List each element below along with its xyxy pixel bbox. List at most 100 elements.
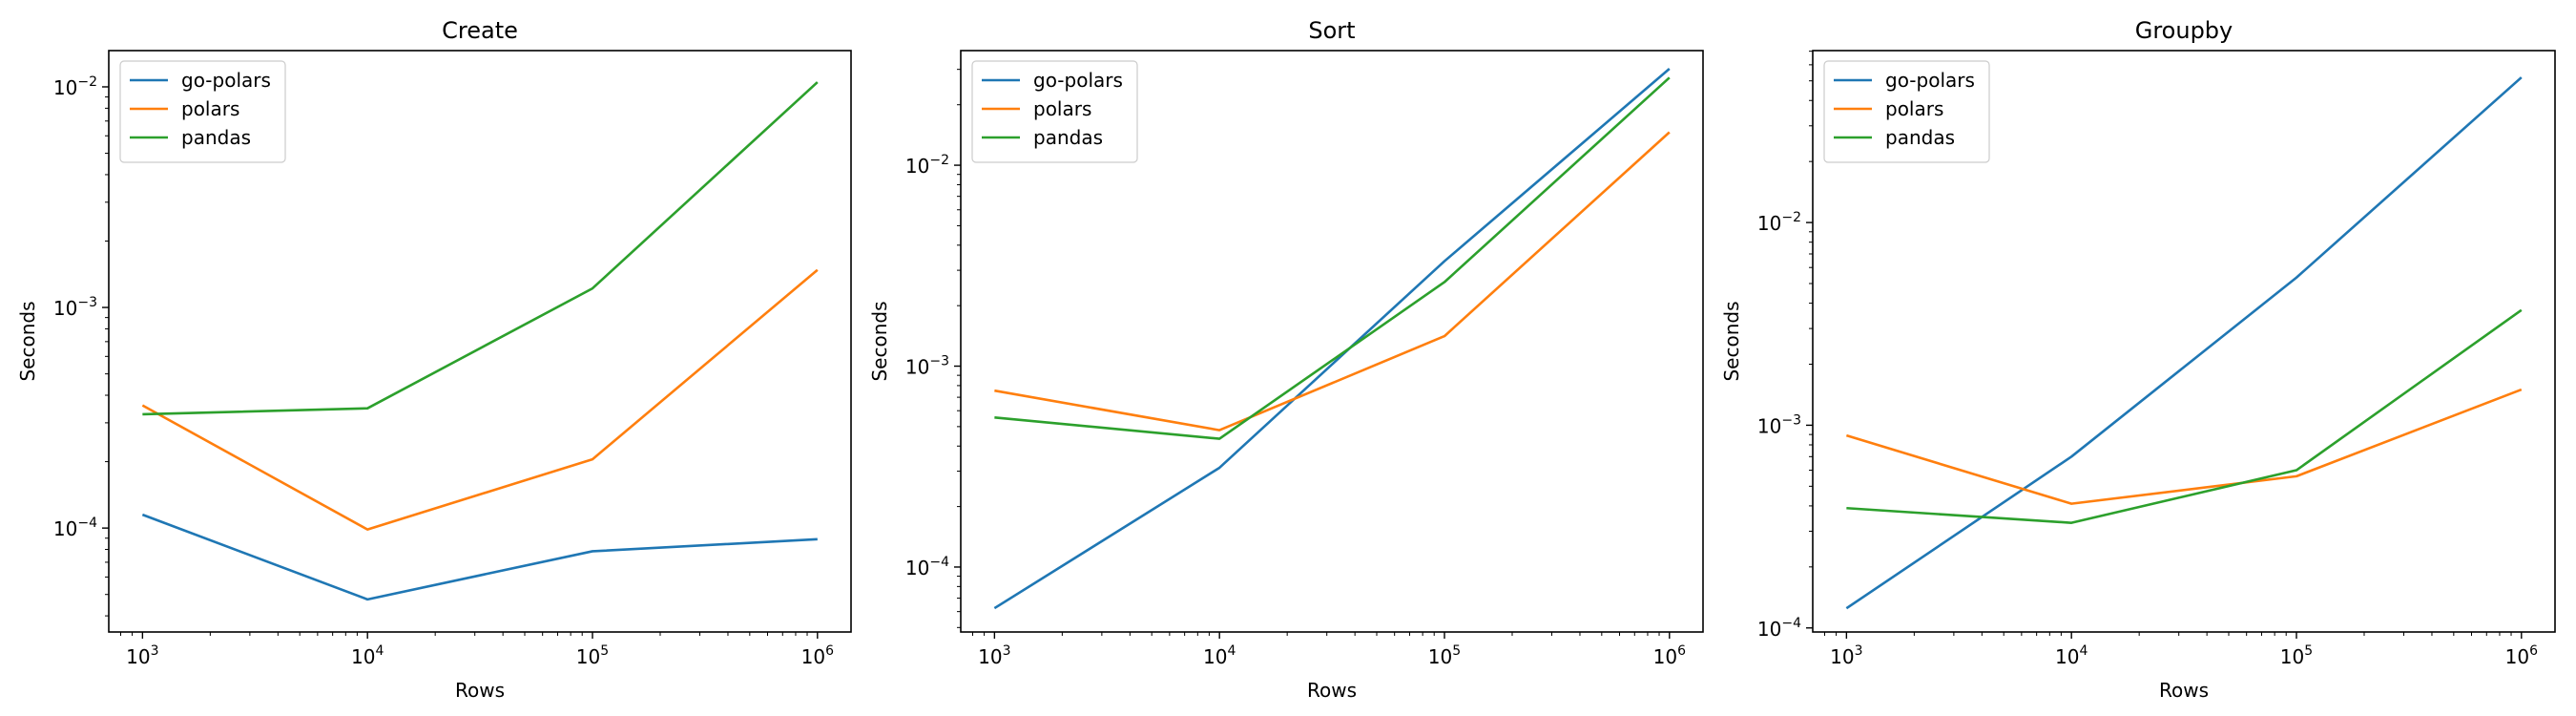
sort-series-pandas bbox=[994, 76, 1671, 440]
groupby-legend-label-pandas: pandas bbox=[1885, 126, 1955, 149]
tick-base: 10 bbox=[53, 517, 77, 540]
tick-base: 10 bbox=[1428, 645, 1452, 668]
create-series-polars bbox=[141, 268, 819, 531]
groupby-x-tick-label: 104 bbox=[2055, 643, 2088, 668]
groupby-y-axis-label: Seconds bbox=[1720, 301, 1743, 381]
tick-base: 10 bbox=[905, 356, 929, 379]
tick-exponent: −2 bbox=[77, 74, 97, 90]
groupby-y-tick-label: 10−2 bbox=[1757, 210, 1801, 235]
groupby-y-tick-label: 10−4 bbox=[1757, 616, 1801, 641]
tick-exponent: 3 bbox=[1003, 643, 1011, 659]
sort-legend-label-go-polars: go-polars bbox=[1033, 69, 1123, 92]
tick-exponent: 4 bbox=[375, 643, 384, 659]
tick-exponent: 6 bbox=[825, 643, 834, 659]
groupby-legend: go-polars polars pandas bbox=[1823, 60, 1990, 163]
tick-base: 10 bbox=[905, 155, 929, 178]
sort-plot-frame bbox=[960, 50, 1704, 633]
tick-base: 10 bbox=[1757, 414, 1781, 437]
tick-exponent: 4 bbox=[1227, 643, 1236, 659]
create-legend-label-pandas: pandas bbox=[181, 126, 251, 149]
sort-title: Sort bbox=[1308, 17, 1355, 44]
tick-base: 10 bbox=[53, 76, 77, 99]
create-x-tick-label: 106 bbox=[801, 643, 834, 668]
sort-x-axis-label: Rows bbox=[1307, 679, 1357, 702]
create-series-pandas bbox=[142, 81, 819, 416]
create-y-axis-label: Seconds bbox=[16, 301, 39, 381]
sort-series-polars bbox=[994, 131, 1671, 432]
create-series-go-polars bbox=[141, 513, 818, 601]
groupby-plot-frame bbox=[1812, 50, 2556, 633]
tick-exponent: −2 bbox=[929, 153, 949, 168]
sort-x-tick-label: 103 bbox=[978, 643, 1010, 668]
sort-x-tick-label: 106 bbox=[1653, 643, 1686, 668]
create-legend-label-polars: polars bbox=[181, 97, 239, 120]
groupby-x-tick-label: 106 bbox=[2505, 643, 2538, 668]
groupby-legend-label-polars: polars bbox=[1885, 97, 1943, 120]
groupby-legend-label-go-polars: go-polars bbox=[1885, 69, 1975, 92]
tick-base: 10 bbox=[576, 645, 600, 668]
sort-legend-label-pandas: pandas bbox=[1033, 126, 1103, 149]
groupby-x-tick-label: 105 bbox=[2280, 643, 2313, 668]
tick-exponent: −4 bbox=[1781, 616, 1801, 631]
create-x-tick-label: 103 bbox=[126, 643, 158, 668]
create-x-tick-label: 105 bbox=[576, 643, 609, 668]
groupby-series-pandas bbox=[1846, 308, 2523, 524]
tick-exponent: −2 bbox=[1781, 210, 1801, 225]
tick-exponent: 5 bbox=[1452, 643, 1461, 659]
tick-base: 10 bbox=[801, 645, 825, 668]
create-title: Create bbox=[442, 17, 518, 44]
groupby-series-polars bbox=[1845, 388, 2523, 505]
groupby-x-tick-label: 103 bbox=[1830, 643, 1862, 668]
sort-y-tick-label: 10−3 bbox=[905, 354, 949, 379]
tick-base: 10 bbox=[2505, 645, 2529, 668]
sort-y-axis-label: Seconds bbox=[868, 301, 891, 381]
tick-exponent: −4 bbox=[77, 516, 97, 531]
tick-base: 10 bbox=[2280, 645, 2304, 668]
groupby-y-tick-label: 10−3 bbox=[1757, 412, 1801, 437]
create-x-axis-label: Rows bbox=[455, 679, 505, 702]
tick-base: 10 bbox=[126, 645, 150, 668]
tick-exponent: 3 bbox=[1855, 643, 1863, 659]
tick-exponent: 3 bbox=[151, 643, 159, 659]
create-legend-label-go-polars: go-polars bbox=[181, 69, 271, 92]
sort-x-tick-label: 104 bbox=[1203, 643, 1236, 668]
groupby-title: Groupby bbox=[2135, 17, 2233, 44]
groupby-x-axis-label: Rows bbox=[2159, 679, 2209, 702]
tick-exponent: 5 bbox=[2304, 643, 2313, 659]
sort-series-go-polars bbox=[993, 68, 1671, 610]
tick-exponent: 5 bbox=[600, 643, 609, 659]
tick-base: 10 bbox=[351, 645, 375, 668]
tick-exponent: −4 bbox=[929, 555, 949, 570]
sort-x-tick-label: 105 bbox=[1428, 643, 1461, 668]
tick-base: 10 bbox=[1830, 645, 1854, 668]
tick-exponent: 6 bbox=[2529, 643, 2538, 659]
create-y-tick-label: 10−3 bbox=[53, 295, 97, 320]
tick-base: 10 bbox=[978, 645, 1002, 668]
sort-legend: go-polars polars pandas bbox=[971, 60, 1138, 163]
tick-base: 10 bbox=[1757, 212, 1781, 235]
create-x-tick-label: 104 bbox=[351, 643, 384, 668]
tick-exponent: −3 bbox=[77, 295, 97, 310]
sort-legend-label-polars: polars bbox=[1033, 97, 1091, 120]
sort-y-tick-label: 10−4 bbox=[905, 555, 949, 579]
tick-exponent: 6 bbox=[1677, 643, 1686, 659]
tick-base: 10 bbox=[2055, 645, 2079, 668]
create-y-tick-label: 10−4 bbox=[53, 516, 97, 540]
tick-exponent: −3 bbox=[1781, 412, 1801, 428]
create-y-tick-label: 10−2 bbox=[53, 74, 97, 99]
tick-base: 10 bbox=[905, 557, 929, 579]
tick-base: 10 bbox=[1653, 645, 1677, 668]
groupby-series-go-polars bbox=[1845, 76, 2523, 610]
tick-base: 10 bbox=[1757, 618, 1781, 641]
create-plot-frame bbox=[108, 50, 852, 633]
tick-base: 10 bbox=[1203, 645, 1227, 668]
sort-y-tick-label: 10−2 bbox=[905, 153, 949, 178]
tick-base: 10 bbox=[53, 297, 77, 320]
tick-exponent: −3 bbox=[929, 354, 949, 369]
tick-exponent: 4 bbox=[2079, 643, 2088, 659]
create-legend: go-polars polars pandas bbox=[119, 60, 286, 163]
